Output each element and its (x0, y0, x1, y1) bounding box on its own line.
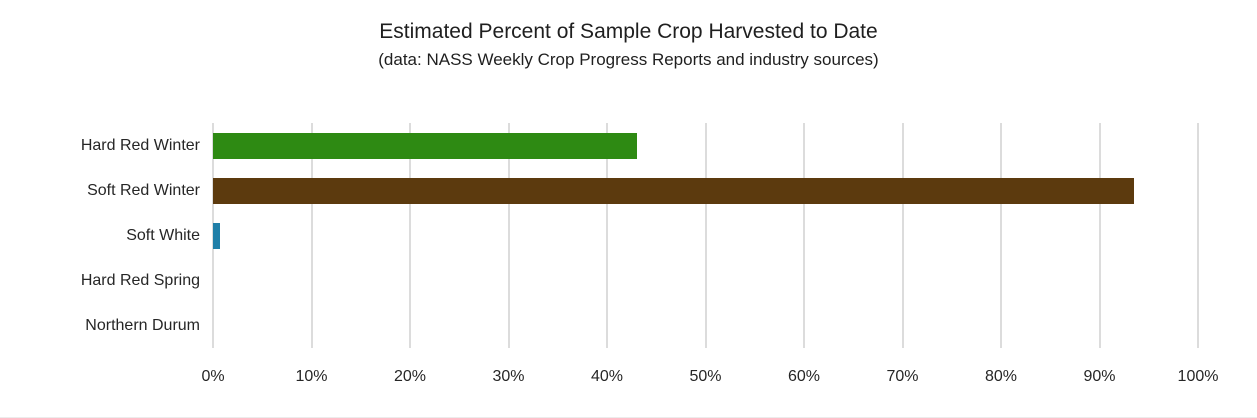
x-tick-label-30-: 30% (492, 368, 525, 385)
gridline-10- (310, 123, 313, 348)
gridline-40- (606, 123, 608, 348)
gridline-60- (803, 123, 805, 348)
x-tick-label-40-: 40% (590, 368, 624, 385)
gridline-20- (409, 123, 411, 348)
gridline-50- (704, 123, 707, 348)
bar-soft-white (213, 222, 220, 249)
bar-soft-red-winter (213, 177, 1134, 204)
plot-area (212, 123, 1199, 348)
x-tick-label-20-: 20% (393, 368, 427, 385)
x-tick-label-80-: 80% (984, 368, 1018, 385)
category-label-northern-durum: Northern Durum (85, 317, 200, 334)
category-label-hard-red-winter: Hard Red Winter (80, 137, 200, 154)
category-axis: Hard Red Winter Soft Red Winter Soft White… (0, 123, 200, 348)
gridline-30- (507, 123, 510, 348)
chart-title: Estimated Percent of Sample Crop Harvest… (379, 20, 878, 43)
x-tick-label-100-: 100% (1177, 368, 1219, 385)
gridline-100- (1197, 123, 1199, 348)
bar-hard-red-winter (213, 132, 637, 159)
x-tick-label-10-: 10% (295, 368, 328, 385)
x-tick-label-60-: 60% (787, 368, 821, 385)
gridline-80- (1000, 123, 1002, 348)
category-label-hard-red-spring: Hard Red Spring (80, 272, 200, 289)
x-tick-label-70-: 70% (886, 368, 919, 385)
x-tick-label-50-: 50% (689, 368, 722, 385)
x-tick-label-90-: 90% (1083, 368, 1116, 385)
x-tick-label-0-: 0% (201, 368, 225, 385)
gridline-70- (901, 123, 904, 348)
gridline-90- (1098, 123, 1101, 348)
category-label-soft-red-winter: Soft Red Winter (87, 182, 200, 199)
category-label-soft-white: Soft White (126, 227, 200, 244)
chart-subtitle: (data: NASS Weekly Crop Progress Reports… (378, 50, 879, 69)
value-axis: 0% 10% 20% 30% 40% 50% 60% 70% 80% 90% 100% (201, 368, 1218, 390)
